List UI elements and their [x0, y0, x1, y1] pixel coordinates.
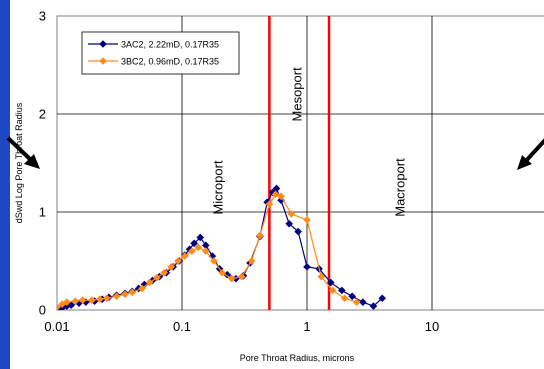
- data-point: [160, 268, 168, 277]
- data-point: [352, 298, 361, 306]
- data-point: [102, 294, 111, 303]
- y-tick-label: 0: [39, 303, 46, 318]
- y-tick-label: 3: [39, 9, 46, 24]
- data-point: [369, 302, 378, 310]
- legend-marker: [99, 40, 107, 48]
- data-point: [57, 303, 61, 310]
- y-tick-label: 2: [39, 107, 46, 122]
- data-point: [128, 288, 137, 297]
- data-point: [348, 292, 357, 301]
- data-point: [138, 284, 146, 293]
- data-point: [96, 295, 104, 304]
- legend: 3AC2, 2.22mD, 0.17R35 3BC2, 0.96mD, 0.17R…: [81, 31, 240, 75]
- region-boundaries: [268, 16, 331, 310]
- data-point: [180, 252, 189, 260]
- x-axis-label: Pore Throat Radius, microns: [240, 353, 355, 363]
- data-point: [256, 231, 264, 240]
- y-axis-label: dSwd Log Pore Throat Radius: [14, 102, 24, 223]
- x-tick-label: 0.01: [44, 319, 69, 334]
- data-point: [247, 257, 256, 265]
- grid: [57, 16, 544, 310]
- data-point: [359, 298, 367, 306]
- legend-label: 3AC2, 2.22mD, 0.17R35: [121, 40, 219, 50]
- data-point: [190, 239, 198, 248]
- data-point: [67, 301, 76, 309]
- tick-labels: 0.010.11101000123: [39, 9, 439, 335]
- data-point: [218, 268, 227, 277]
- data-point: [277, 196, 285, 205]
- region-labels: Microport Mesoport Macroport: [210, 67, 407, 217]
- data-point: [112, 292, 121, 301]
- data-point: [326, 278, 335, 287]
- right-arrow-icon: [517, 138, 544, 170]
- legend-box: [81, 31, 240, 75]
- data-point: [328, 286, 337, 295]
- region-label: Mesoport: [289, 67, 304, 122]
- region-label: Macroport: [392, 158, 407, 217]
- data-point: [265, 200, 274, 208]
- data-point: [277, 192, 285, 201]
- data-point: [268, 188, 277, 197]
- data-point: [210, 257, 218, 265]
- data-point: [338, 286, 346, 295]
- legend-marker: [99, 57, 107, 65]
- data-point: [294, 227, 302, 236]
- region-label: Microport: [210, 160, 225, 215]
- data-point: [153, 273, 161, 282]
- left-arrow-icon: [6, 136, 40, 169]
- data-point: [185, 245, 194, 254]
- x-tick-label: 10: [425, 319, 439, 334]
- data-series: [57, 184, 387, 310]
- x-tick-label: 1: [303, 319, 310, 334]
- data-point: [201, 241, 210, 250]
- data-point: [82, 298, 90, 306]
- data-point: [263, 198, 271, 206]
- data-point: [145, 278, 154, 287]
- data-point: [317, 272, 326, 281]
- data-point: [272, 184, 281, 193]
- legend-label: 3BC2, 0.96mD, 0.17R35: [121, 57, 219, 67]
- data-point: [287, 210, 296, 218]
- data-point: [271, 190, 280, 199]
- data-point: [188, 247, 196, 255]
- data-point: [285, 219, 293, 228]
- data-point: [227, 274, 236, 283]
- x-tick-label: 0.1: [173, 319, 191, 334]
- y-tick-label: 1: [39, 205, 46, 220]
- data-point: [167, 263, 176, 271]
- data-point: [340, 294, 349, 303]
- data-point: [196, 233, 205, 242]
- data-point: [88, 296, 96, 304]
- data-point: [303, 216, 311, 224]
- data-point: [174, 257, 182, 265]
- data-point: [194, 243, 203, 252]
- data-point: [75, 299, 83, 307]
- data-point: [232, 274, 240, 283]
- data-point: [121, 290, 129, 299]
- data-point: [78, 296, 87, 304]
- data-point: [378, 294, 387, 303]
- data-point: [63, 298, 71, 306]
- data-point: [201, 247, 210, 255]
- data-point: [71, 297, 80, 305]
- data-point: [303, 263, 311, 271]
- data-point: [237, 272, 246, 281]
